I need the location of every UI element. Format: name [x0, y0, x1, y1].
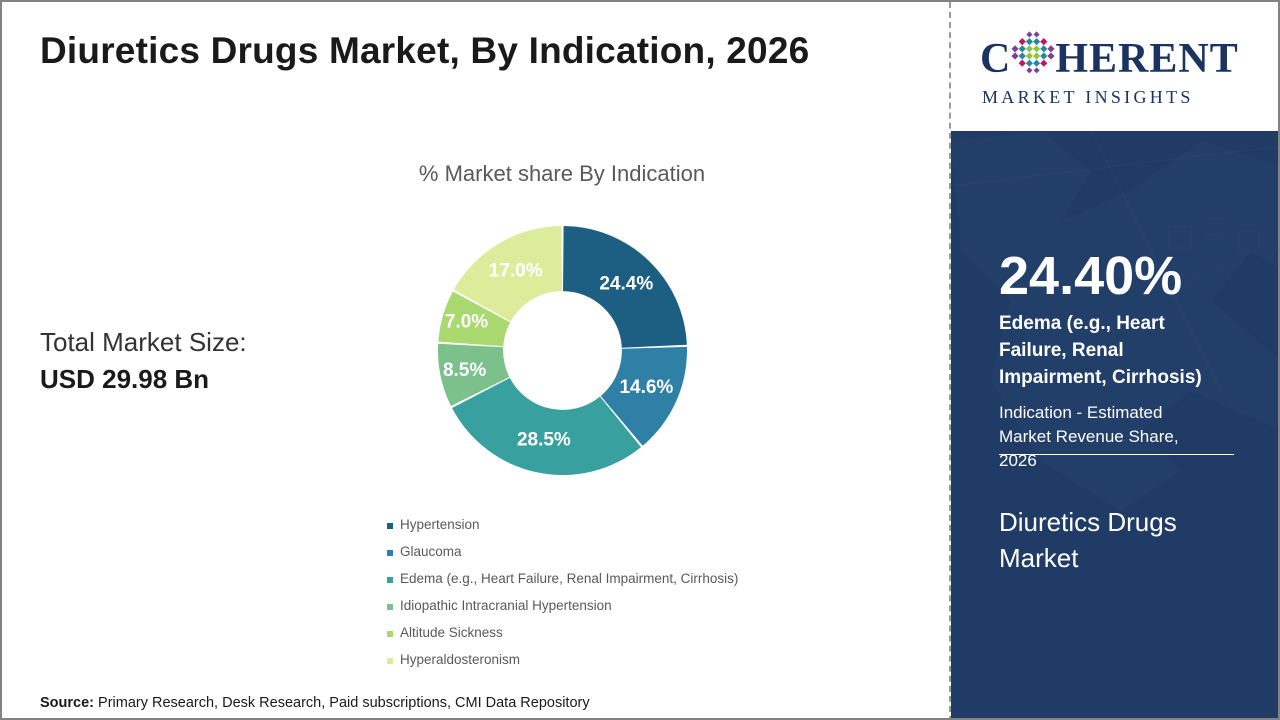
svg-text:24.4%: 24.4% [599, 273, 653, 294]
svg-text:28.5%: 28.5% [516, 430, 570, 451]
svg-text:7.0%: 7.0% [444, 312, 487, 333]
svg-text:8.5%: 8.5% [442, 360, 485, 381]
svg-text:14.6%: 14.6% [619, 377, 673, 398]
svg-text:17.0%: 17.0% [488, 260, 542, 281]
